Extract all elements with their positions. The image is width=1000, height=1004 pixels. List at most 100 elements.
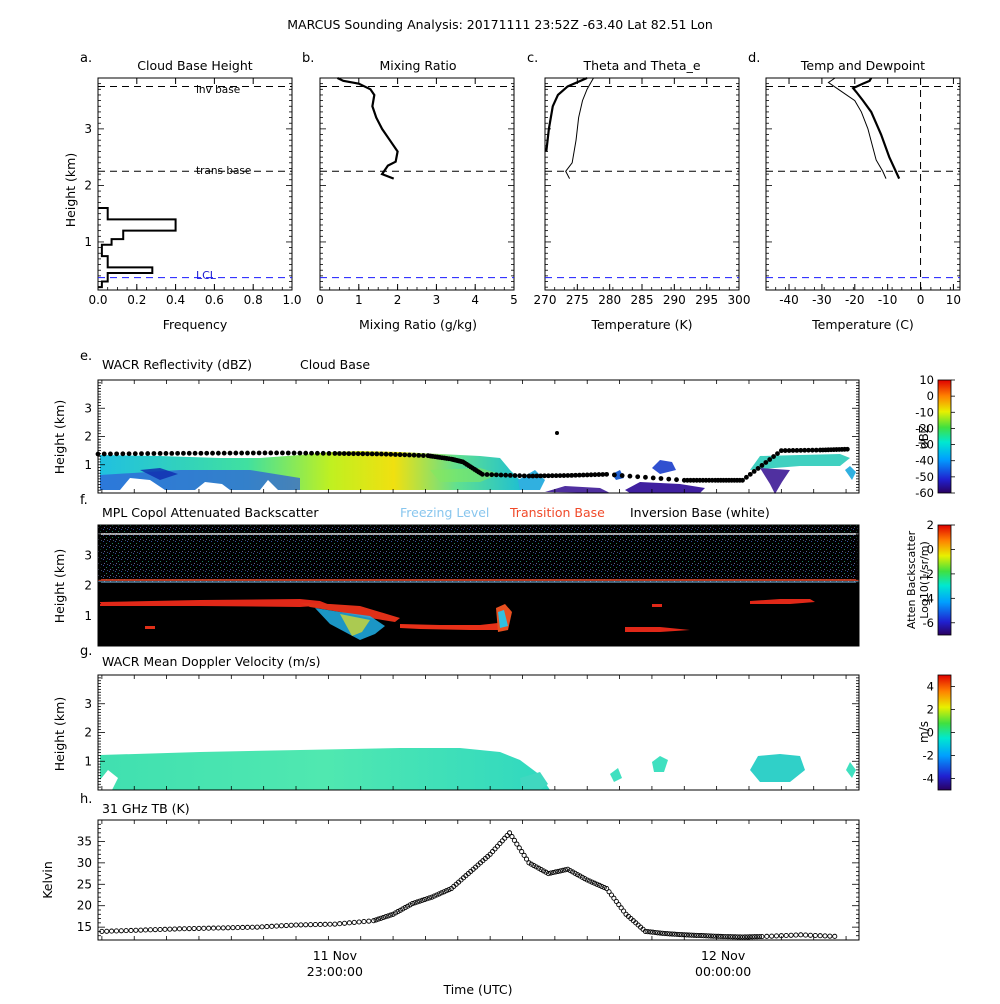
tb-point bbox=[152, 927, 158, 933]
y-tick-label: 3 bbox=[84, 697, 92, 711]
histogram-bar bbox=[98, 239, 112, 245]
tb-point bbox=[412, 900, 418, 906]
tb-point bbox=[356, 919, 362, 925]
tb-point bbox=[599, 883, 605, 889]
colorbar-label: dBZ bbox=[917, 425, 931, 449]
y-tick-label: 2 bbox=[84, 726, 92, 740]
colorbar-tick-label: -4 bbox=[923, 772, 934, 786]
tb-point bbox=[337, 921, 343, 927]
tb-point bbox=[409, 901, 416, 907]
time-tick-time: 00:00:00 bbox=[695, 964, 751, 979]
tb-point bbox=[434, 892, 440, 898]
tb-point bbox=[388, 912, 394, 918]
tb-point bbox=[507, 830, 513, 836]
colorbar-label: m/s bbox=[917, 721, 931, 743]
tb-point bbox=[504, 832, 510, 839]
tb-point bbox=[667, 931, 673, 937]
tb-point bbox=[562, 867, 568, 873]
tb-point bbox=[351, 919, 357, 925]
tb-point bbox=[240, 924, 246, 931]
tb-point bbox=[322, 921, 328, 927]
tb-point bbox=[346, 920, 352, 926]
tb-point bbox=[138, 927, 144, 933]
cloud-base-point bbox=[341, 451, 347, 456]
inv-base-label: inv base bbox=[196, 84, 240, 96]
profile-line-1 bbox=[336, 77, 399, 180]
tb-point bbox=[429, 894, 435, 900]
profile-panel-d: d. Temp and Dewpoint Temperature (C) -40… bbox=[748, 51, 961, 332]
cloud-base-point bbox=[557, 473, 563, 478]
tb-point bbox=[553, 869, 559, 875]
tb-point bbox=[490, 849, 496, 855]
tb-point bbox=[744, 934, 750, 940]
tb-point bbox=[244, 924, 251, 930]
cloud-base-point bbox=[186, 450, 192, 456]
cloud-base-point bbox=[291, 450, 297, 456]
tb-point bbox=[798, 932, 804, 938]
cloud-base-point bbox=[744, 474, 749, 480]
x-tick-label: 270 bbox=[534, 293, 557, 307]
colorbar bbox=[937, 379, 952, 494]
cloud-base-point bbox=[175, 450, 180, 456]
outlier-point bbox=[555, 431, 559, 435]
panel-title: 31 GHz TB (K) bbox=[102, 801, 190, 816]
tb-point bbox=[288, 922, 294, 928]
cloud-base-point bbox=[204, 450, 210, 456]
cloud-base-point bbox=[227, 450, 233, 456]
tb-point bbox=[254, 924, 260, 930]
legend-cloud-base: Cloud Base bbox=[300, 357, 370, 372]
tb-point bbox=[812, 932, 818, 939]
cloud-base-point bbox=[512, 473, 518, 478]
cloud-base-point bbox=[771, 454, 776, 459]
cloud-base-point bbox=[813, 447, 819, 453]
tb-point bbox=[560, 867, 566, 873]
histogram-bar bbox=[98, 267, 152, 273]
tb-point bbox=[604, 886, 610, 892]
tb-point bbox=[655, 930, 661, 936]
tb-point bbox=[657, 930, 663, 936]
tb-point bbox=[422, 897, 428, 903]
tb-point bbox=[327, 921, 333, 927]
y-tick-label: 15 bbox=[77, 920, 92, 934]
tb-point bbox=[499, 838, 505, 844]
y-tick-label: 1 bbox=[84, 458, 92, 472]
tb-point bbox=[497, 841, 503, 847]
tb-point bbox=[676, 931, 682, 938]
cloud-base-point bbox=[388, 451, 394, 457]
x-tick-label: -10 bbox=[878, 293, 898, 307]
tb-point bbox=[725, 934, 731, 940]
y-tick-label: 35 bbox=[77, 834, 92, 848]
tb-point bbox=[99, 928, 105, 934]
tb-point bbox=[104, 928, 110, 934]
y-axis-label: Height (km) bbox=[52, 697, 67, 771]
tb-point bbox=[730, 934, 736, 940]
profile-line-2 bbox=[827, 77, 887, 179]
colorbar-label: Atten Backscatter bbox=[905, 530, 918, 629]
tb-point bbox=[773, 933, 780, 939]
tb-point bbox=[220, 925, 226, 931]
y-tick-label: 1 bbox=[84, 754, 92, 768]
backscatter-panel: f. MPL Copol Attenuated Backscatter Free… bbox=[52, 493, 860, 647]
tb-point bbox=[312, 922, 318, 928]
panel-title: MPL Copol Attenuated Backscatter bbox=[102, 505, 319, 520]
cloud-base-point bbox=[221, 450, 227, 456]
cloud-base-point bbox=[611, 472, 617, 478]
tb-point bbox=[783, 932, 789, 939]
cloud-base-point bbox=[802, 447, 808, 453]
cloud-base-point bbox=[747, 471, 753, 477]
tb-point bbox=[691, 932, 697, 938]
x-tick-label: 0.4 bbox=[166, 293, 185, 307]
panel-letter: b. bbox=[302, 51, 314, 66]
cloud-base-point bbox=[274, 450, 280, 456]
tb-point bbox=[414, 899, 420, 905]
lcl-label: LCL bbox=[196, 269, 217, 282]
cloud-base-point bbox=[484, 472, 490, 477]
panel-letter: d. bbox=[748, 51, 760, 66]
cloud-base-point bbox=[759, 463, 765, 468]
x-tick-label: 295 bbox=[695, 293, 718, 307]
y-tick-label: 30 bbox=[77, 856, 92, 870]
x-tick-label: 4 bbox=[471, 293, 479, 307]
x-tick-label: -30 bbox=[812, 293, 832, 307]
tb-point bbox=[167, 926, 173, 932]
cloud-base-point bbox=[635, 474, 641, 480]
